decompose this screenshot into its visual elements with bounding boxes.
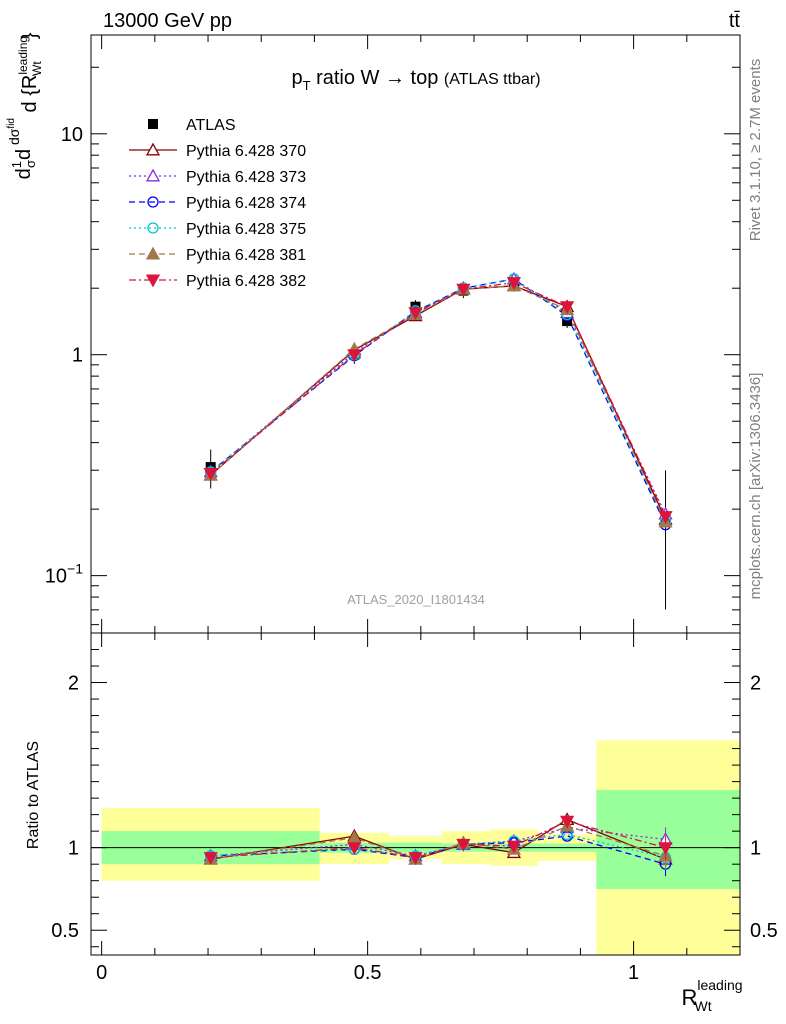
series-point-5 bbox=[506, 277, 522, 290]
series-line-0 bbox=[210, 285, 667, 520]
series-markers bbox=[203, 271, 673, 877]
legend-label-5: Pythia 6.428 382 bbox=[186, 273, 306, 290]
series-point-5 bbox=[560, 301, 575, 315]
x-tick-label: 0 bbox=[96, 962, 107, 984]
series-line-5 bbox=[210, 281, 667, 517]
legend-label-0: Pythia 6.428 370 bbox=[186, 143, 306, 160]
ratio-series-point-5 bbox=[456, 838, 471, 852]
side-label-mcplots: mcplots.cern.ch [arXiv:1306.3436] bbox=[747, 373, 764, 600]
x-axis-label: Rleading Wt bbox=[681, 977, 742, 1014]
main-y-axis-label-text: d1σd dσfid d {RleadingWt} bbox=[6, 32, 44, 179]
series-line-4 bbox=[210, 285, 667, 523]
header-right: tt̄ bbox=[729, 10, 741, 32]
legend-marker-0 bbox=[145, 142, 161, 156]
legend: ATLAS Pythia 6.428 370 Pythia 6.428 373 Pyt… bbox=[129, 117, 306, 290]
header-left: 13000 GeV pp bbox=[103, 10, 232, 32]
series-point-5 bbox=[456, 283, 471, 297]
legend-marker-3 bbox=[147, 222, 159, 234]
legend-label-3: Pythia 6.428 375 bbox=[186, 221, 306, 238]
ratio-series-point-5 bbox=[560, 815, 575, 829]
legend-label-2: Pythia 6.428 374 bbox=[186, 195, 306, 212]
main-y-tick-label: 1 bbox=[72, 345, 83, 367]
legend-marker-1 bbox=[145, 168, 161, 182]
ratio-y-tick-label-right: 1 bbox=[750, 838, 761, 860]
ratio-y-axis-label: Ratio to ATLAS bbox=[25, 741, 42, 849]
chart-title: pT ratio W → top (ATLAS ttbar) bbox=[291, 67, 540, 93]
ratio-y-tick-label-left: 1 bbox=[68, 838, 79, 860]
series-line-1 bbox=[210, 278, 667, 515]
panel-frames bbox=[90, 34, 741, 956]
series-point-5 bbox=[658, 511, 673, 524]
series-point-5 bbox=[347, 349, 362, 363]
legend-marker-5 bbox=[145, 274, 161, 288]
main-y-tick-label: 10−1 bbox=[45, 561, 83, 588]
series-point-5 bbox=[203, 468, 218, 481]
ratio-y-tick-label-left: 0.5 bbox=[51, 920, 79, 942]
legend-label-4: Pythia 6.428 381 bbox=[186, 247, 306, 264]
legend-marker-2 bbox=[147, 196, 159, 208]
ratio-y-tick-label-right: 0.5 bbox=[750, 920, 778, 942]
main-y-axis-label: d1σd dσfid d {RleadingWt} bbox=[6, 32, 44, 179]
legend-marker-4 bbox=[145, 246, 161, 260]
main-y-tick-label: 10 bbox=[61, 124, 83, 146]
series-point-5 bbox=[408, 307, 423, 321]
axis-ticks: 0 0.5 1 10−1 1 10 0.5 0.5 1 1 2 2 bbox=[45, 35, 778, 984]
ratio-series-point-5 bbox=[408, 852, 423, 865]
ratio-series-point-5 bbox=[347, 842, 362, 856]
legend-label-data: ATLAS bbox=[186, 117, 236, 134]
legend-label-1: Pythia 6.428 373 bbox=[186, 169, 306, 186]
ratio-y-tick-label-right: 2 bbox=[750, 673, 761, 695]
ratio-y-tick-label-left: 2 bbox=[68, 673, 79, 695]
series-line-3 bbox=[210, 278, 667, 523]
x-tick-label: 0.5 bbox=[354, 962, 382, 984]
ratio-series-point-5 bbox=[506, 840, 522, 854]
legend-marker-data bbox=[148, 119, 158, 129]
side-label-rivet: Rivet 3.1.10, ≥ 2.7M events bbox=[747, 59, 764, 242]
series-line-2 bbox=[210, 278, 667, 526]
x-tick-label: 1 bbox=[628, 962, 639, 984]
ratio-series-point-5 bbox=[658, 842, 673, 856]
watermark: ATLAS_2020_I1801434 bbox=[347, 592, 485, 607]
ratio-panel-frame bbox=[90, 632, 741, 956]
ratio-series-point-5 bbox=[203, 852, 218, 865]
